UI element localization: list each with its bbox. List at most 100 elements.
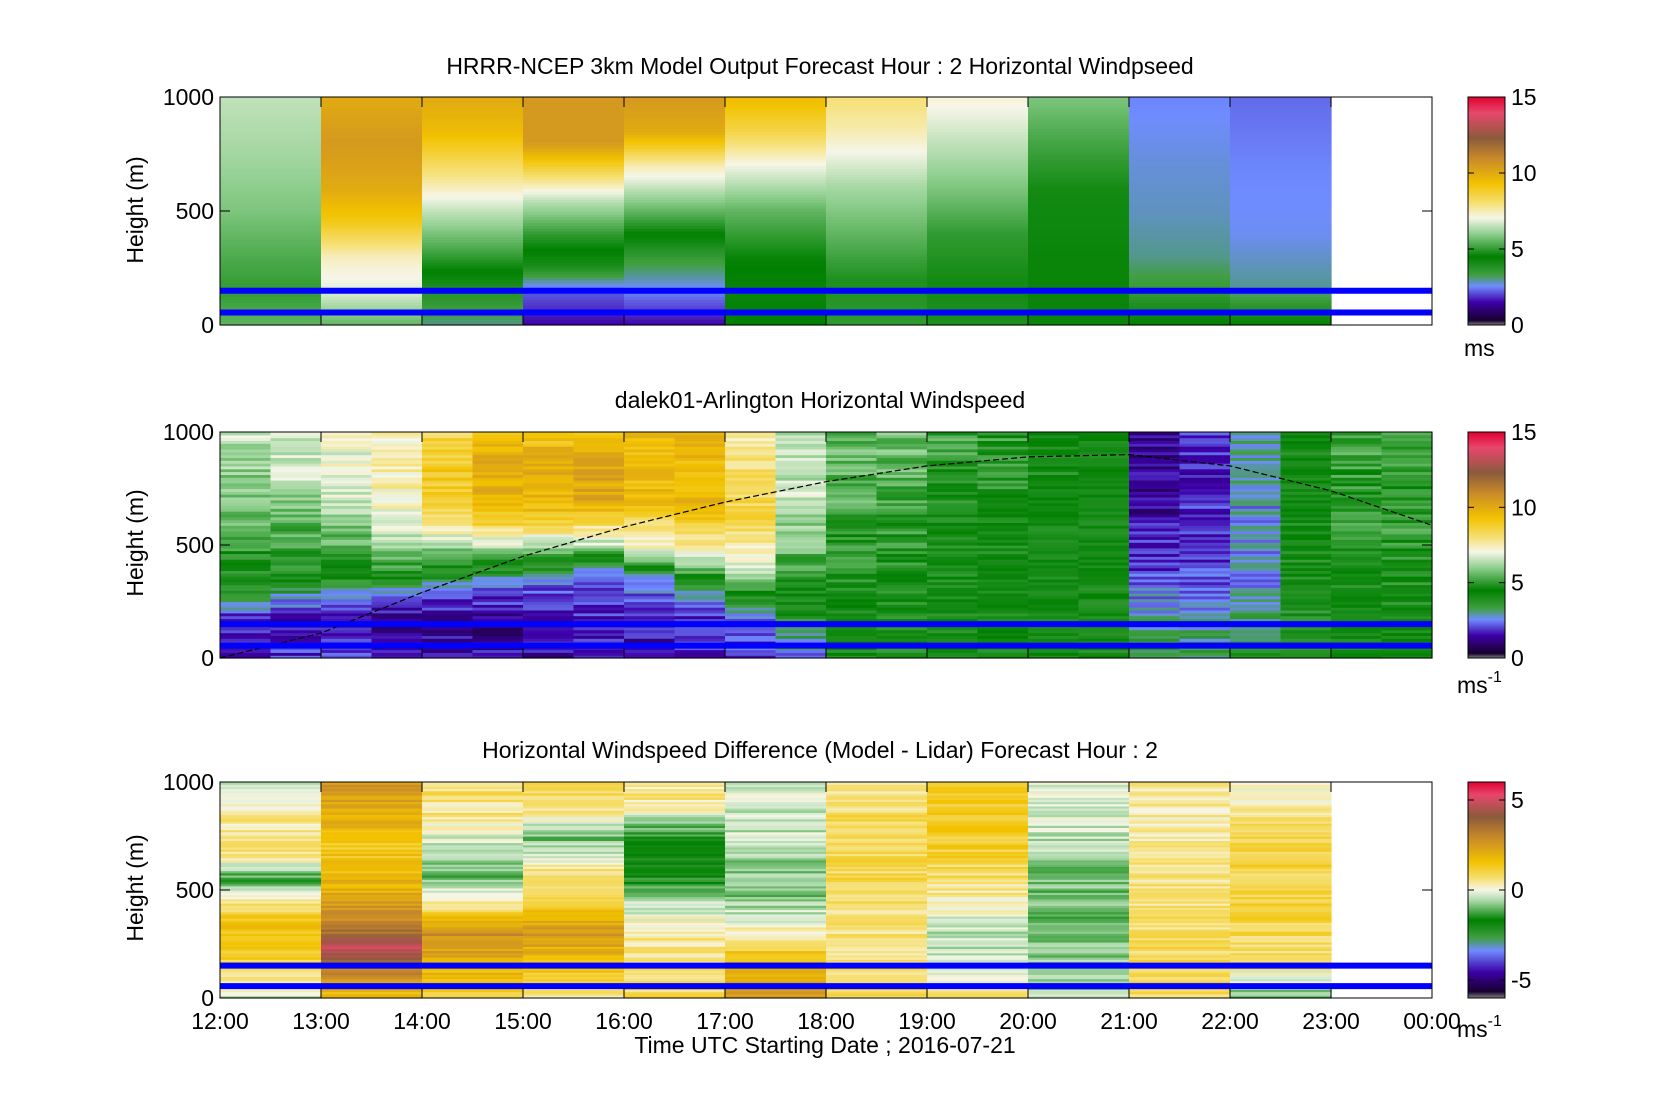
heatmap-cell	[826, 948, 928, 952]
heatmap-cell	[1331, 460, 1383, 464]
heatmap-cell	[220, 974, 322, 977]
heatmap-cell	[523, 905, 625, 908]
heatmap-cell	[876, 612, 928, 617]
heatmap-cell	[321, 265, 423, 269]
heatmap-cell	[472, 536, 524, 540]
heatmap-cell	[1230, 99, 1332, 104]
heatmap-cell	[927, 833, 1029, 837]
heatmap-cell	[927, 151, 1029, 155]
heatmap-cell	[725, 859, 827, 863]
heatmap-cell	[624, 547, 676, 552]
heatmap-cell	[422, 293, 524, 298]
heatmap-cell	[1078, 482, 1130, 487]
heatmap-cell	[270, 635, 322, 639]
heatmap-cell	[1078, 559, 1130, 563]
heatmap-cell	[674, 545, 726, 549]
heatmap-cell	[371, 513, 423, 518]
heatmap-cell	[270, 448, 322, 453]
heatmap-cell	[523, 176, 625, 181]
heatmap-cell	[523, 322, 625, 326]
heatmap-cell	[1078, 533, 1130, 538]
heatmap-cell	[1078, 513, 1130, 518]
heatmap-cell	[1230, 211, 1332, 215]
x-tick-label: 22:00	[1201, 1008, 1259, 1034]
heatmap-cell	[1129, 468, 1181, 473]
heatmap-cell	[523, 920, 625, 923]
heatmap-cell	[1179, 655, 1231, 659]
heatmap-cell	[573, 652, 625, 656]
heatmap-cell	[523, 562, 575, 566]
heatmap-cell	[1129, 915, 1231, 919]
heatmap-cell	[624, 838, 726, 841]
heatmap-cell	[1230, 872, 1332, 876]
heatmap-cell	[1129, 457, 1181, 461]
heatmap-cell	[624, 957, 726, 960]
heatmap-cell	[927, 196, 1029, 201]
heatmap-cell	[220, 976, 322, 980]
heatmap-cell	[371, 432, 423, 436]
heatmap-cell	[826, 134, 928, 138]
heatmap-cell	[220, 894, 322, 898]
heatmap-cell	[1381, 578, 1433, 583]
heatmap-cell	[371, 491, 423, 495]
heatmap-cell	[1129, 185, 1231, 189]
heatmap-cell	[1028, 935, 1130, 939]
heatmap-cell	[624, 125, 726, 129]
heatmap-cell	[1230, 601, 1282, 605]
heatmap-cell	[775, 482, 827, 487]
heatmap-cell	[1078, 564, 1130, 569]
heatmap-cell	[725, 782, 827, 785]
heatmap-cell	[1230, 185, 1332, 189]
heatmap-cell	[1280, 618, 1332, 622]
heatmap-cell	[220, 250, 322, 255]
heatmap-cell	[1028, 991, 1130, 995]
heatmap-cell	[523, 944, 625, 947]
heatmap-cell	[371, 576, 423, 580]
heatmap-cell	[1028, 892, 1130, 895]
heatmap-cell	[674, 522, 726, 526]
heatmap-cell	[1028, 928, 1130, 932]
heatmap-cell	[775, 522, 827, 526]
heatmap-cell	[422, 935, 524, 939]
heatmap-cell	[1230, 465, 1282, 470]
heatmap-cell	[624, 536, 676, 540]
heatmap-cell	[674, 615, 726, 619]
heatmap-cell	[523, 131, 625, 135]
heatmap-cell	[321, 199, 423, 203]
heatmap-cell	[624, 872, 726, 876]
heatmap-cell	[1230, 564, 1282, 569]
heatmap-cell	[927, 829, 1029, 833]
heatmap-cell	[1230, 111, 1332, 115]
heatmap-cell	[977, 460, 1029, 464]
heatmap-cell	[1230, 946, 1332, 949]
heatmap-cell	[523, 485, 575, 490]
heatmap-cell	[1230, 265, 1332, 269]
heatmap-cell	[321, 477, 373, 481]
heatmap-cell	[472, 440, 524, 444]
heatmap-cell	[220, 887, 322, 891]
heatmap-cell	[1028, 870, 1130, 874]
heatmap-cell	[1331, 448, 1383, 453]
colorbar-tick-label: -5	[1511, 967, 1531, 993]
heatmap-cell	[472, 564, 524, 569]
heatmap-cell	[826, 638, 878, 642]
heatmap-cell	[674, 581, 726, 586]
heatmap-cell	[1179, 652, 1231, 656]
heatmap-cell	[321, 638, 373, 642]
heatmap-cell	[927, 468, 979, 473]
heatmap-cell	[1230, 924, 1332, 928]
heatmap-cell	[725, 849, 827, 852]
heatmap-cell	[321, 598, 373, 603]
heatmap-cell	[1280, 505, 1332, 509]
heatmap-cell	[220, 202, 322, 206]
heatmap-cell	[270, 508, 322, 512]
heatmap-cell	[1230, 448, 1282, 453]
heatmap-cell	[1280, 474, 1332, 478]
heatmap-cell	[624, 131, 726, 135]
heatmap-cell	[876, 652, 928, 656]
heatmap-cell	[1028, 122, 1130, 127]
heatmap-cell	[1078, 635, 1130, 639]
heatmap-cell	[422, 491, 474, 495]
heatmap-cell	[1078, 437, 1130, 441]
heatmap-cell	[321, 236, 423, 241]
